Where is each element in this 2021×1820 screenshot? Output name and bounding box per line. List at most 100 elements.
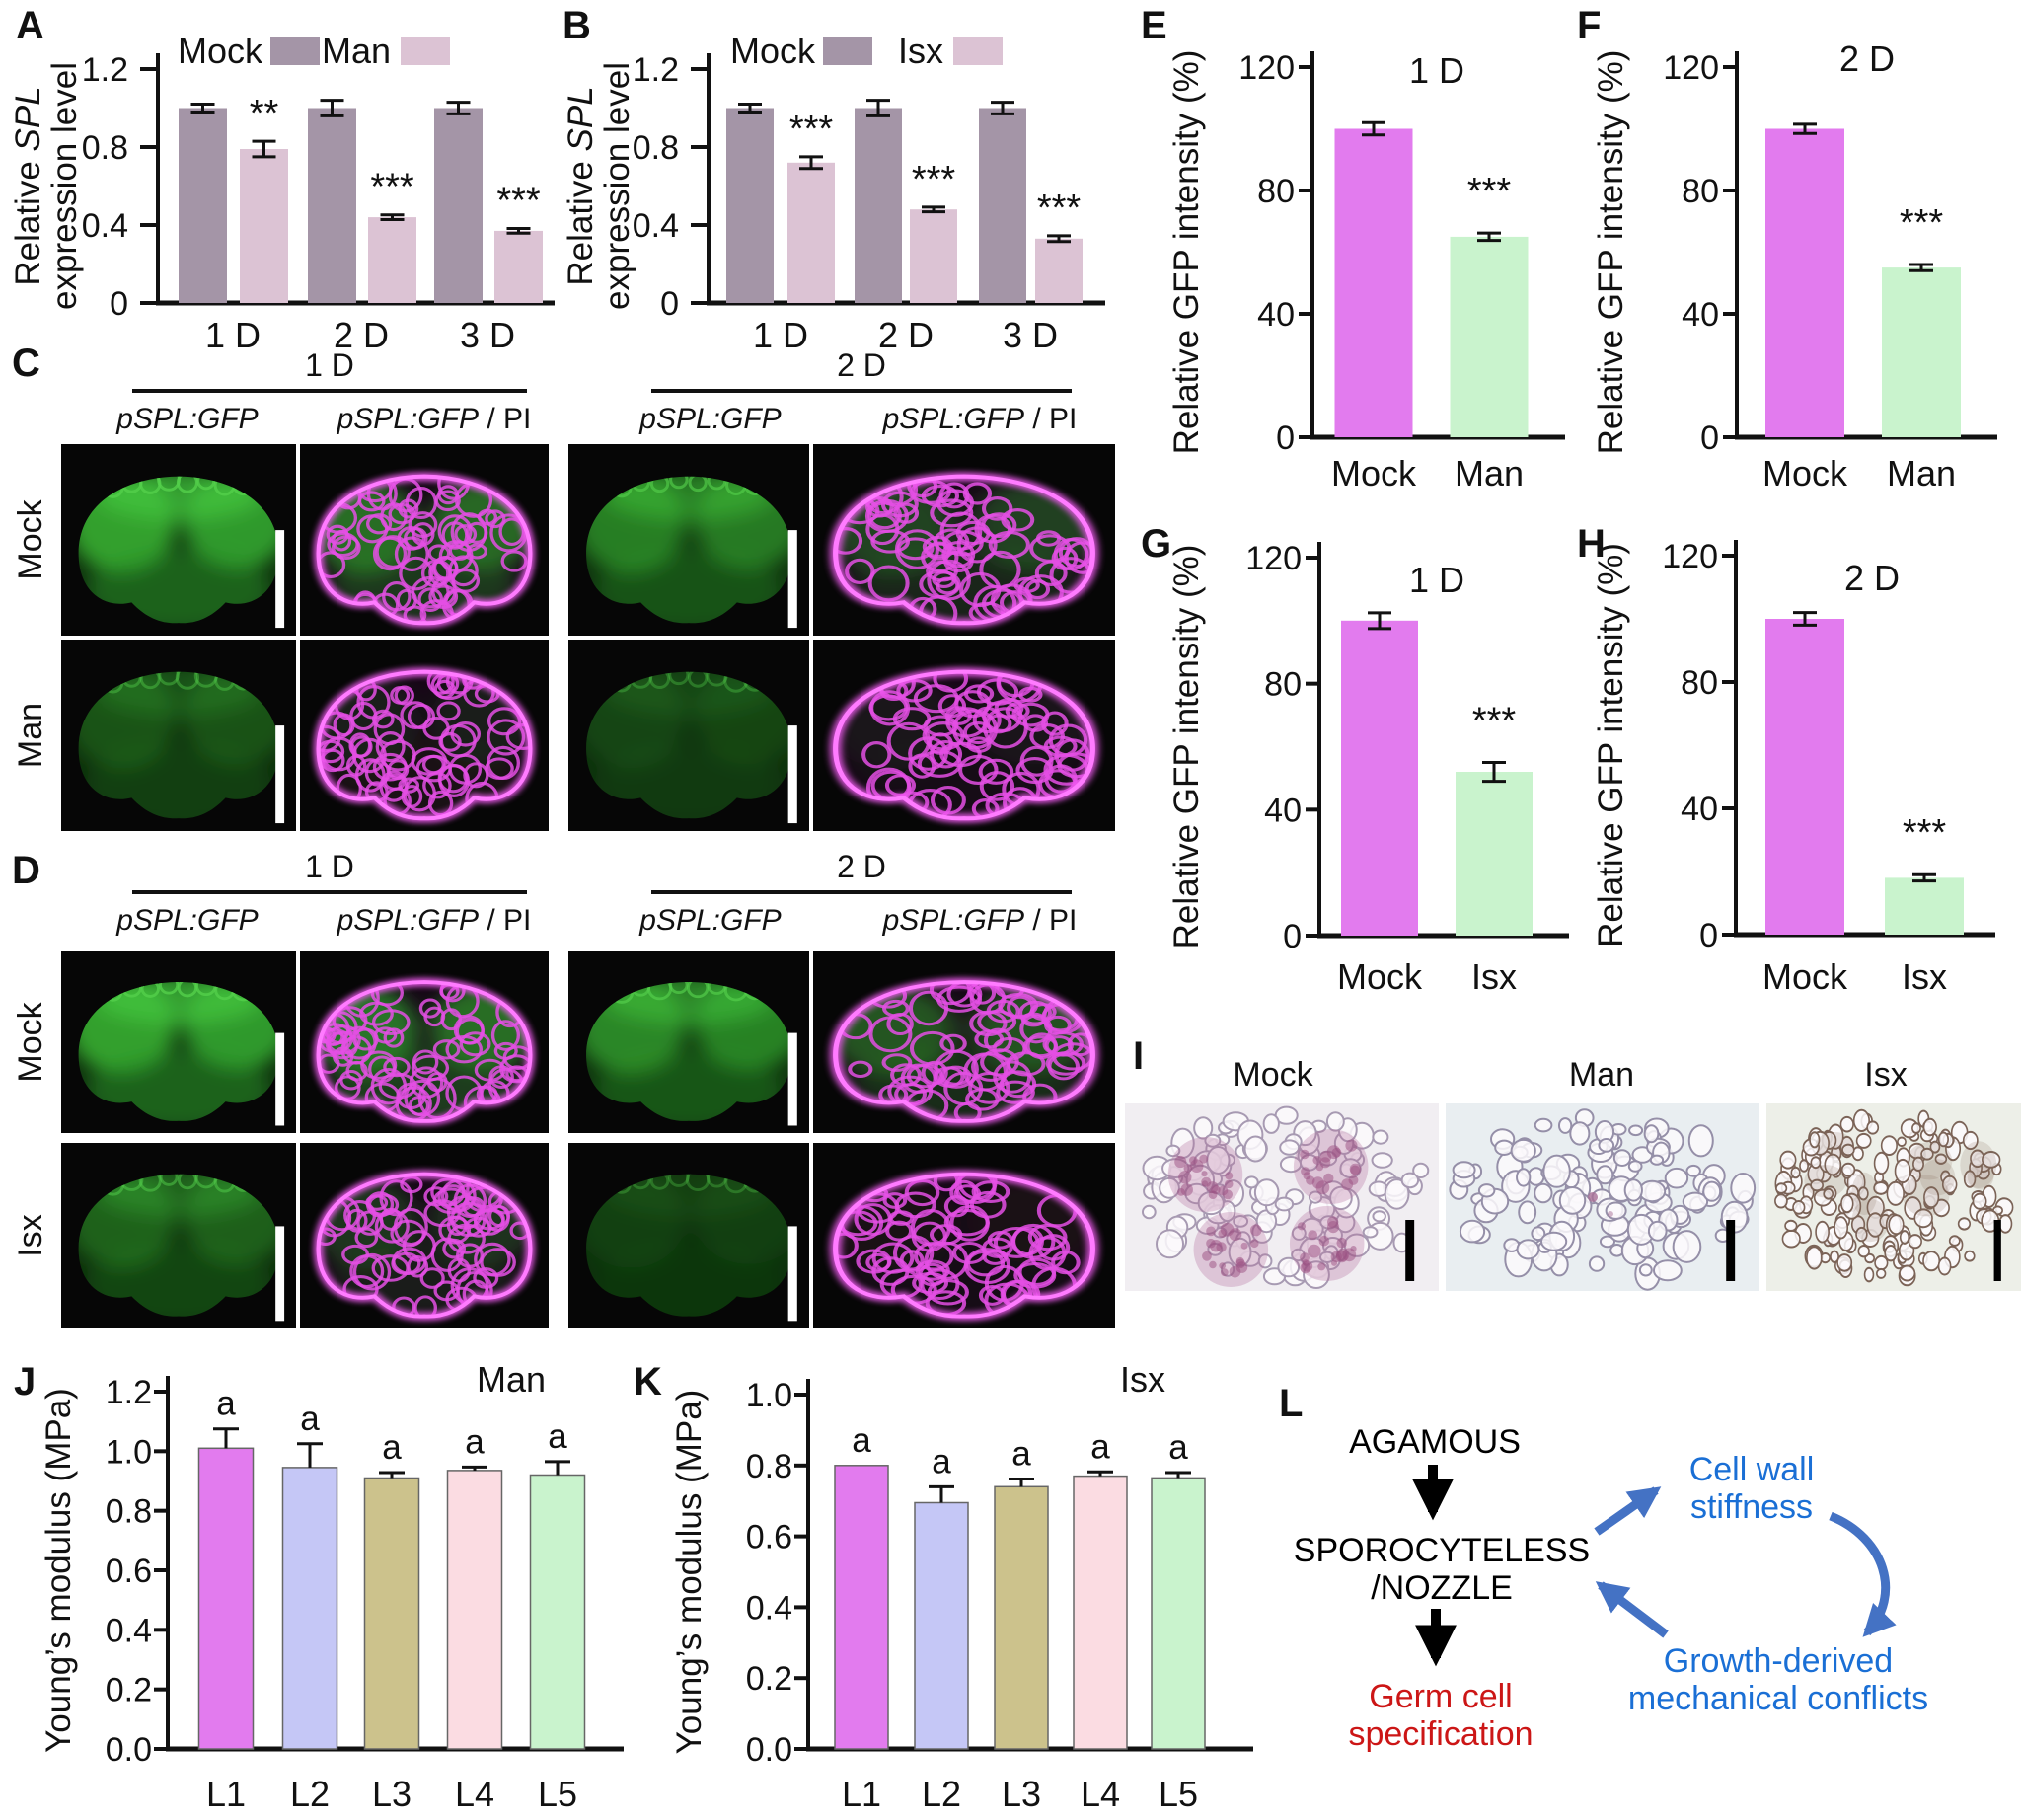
- svg-text:1.0: 1.0: [106, 1433, 152, 1471]
- svg-text:80: 80: [1257, 173, 1295, 210]
- panel-c-row-label-man: Man: [12, 702, 49, 769]
- svg-text:1 D: 1 D: [205, 315, 261, 355]
- svg-text:40: 40: [1681, 791, 1718, 828]
- svg-text:2 D: 2 D: [878, 315, 934, 355]
- panel-d-col-label-2: pSPL:GFP / PI: [337, 904, 532, 937]
- arrow-cellwall-to-growth: [1829, 1511, 1897, 1637]
- svg-text:0.2: 0.2: [746, 1660, 792, 1698]
- node-sporocyteless-nozzle: SPOROCYTELESS /NOZZLE: [1294, 1532, 1590, 1607]
- micrograph-d-row1-col4-merge: [813, 951, 1115, 1133]
- panel-label-g: G: [1141, 522, 1172, 566]
- svg-text:Mock: Mock: [1331, 453, 1417, 493]
- svg-text:expression level: expression level: [598, 62, 636, 310]
- svg-text:L3: L3: [1002, 1774, 1041, 1814]
- histology-mock: [1125, 1103, 1439, 1291]
- panel-i-col-label-isx: Isx: [1864, 1056, 1908, 1094]
- svg-text:120: 120: [1238, 49, 1295, 87]
- node-germ-line1: Germ cell: [1369, 1678, 1513, 1715]
- svg-text:Man: Man: [1887, 453, 1956, 493]
- svg-text:0.8: 0.8: [746, 1448, 792, 1485]
- svg-text:a: a: [852, 1421, 871, 1460]
- panel-label-i: I: [1133, 1034, 1145, 1078]
- chart-youngs-modulus-man: Man Young’s modulus (MPa) 0.0 0.2 0.4 0.6 0.8 1…: [0, 1359, 632, 1820]
- panel-d-header-1d: 1 D: [305, 849, 354, 884]
- arrow-growth-to-spl: [1595, 1581, 1669, 1638]
- svg-text:120: 120: [1663, 49, 1719, 87]
- svg-text:Relative GFP intensity (%): Relative GFP intensity (%): [1592, 50, 1630, 455]
- svg-text:1 D: 1 D: [753, 315, 808, 355]
- svg-text:a: a: [465, 1422, 485, 1461]
- svg-text:3 D: 3 D: [460, 315, 515, 355]
- svg-text:0.4: 0.4: [746, 1589, 792, 1627]
- svg-text:L1: L1: [206, 1774, 246, 1814]
- panel-label-h: H: [1577, 522, 1606, 566]
- node-spl-line2: /NOZZLE: [1371, 1569, 1513, 1607]
- svg-text:Mock: Mock: [1762, 453, 1848, 493]
- svg-text:0.4: 0.4: [82, 207, 128, 245]
- svg-text:80: 80: [1682, 173, 1719, 210]
- svg-text:**: **: [250, 93, 279, 134]
- svg-text:L4: L4: [455, 1774, 494, 1814]
- node-agamous: AGAMOUS: [1349, 1423, 1521, 1461]
- chart-gfp-intensity-man-1d: 1 D Relative GFP intensity (%) 0 40 80 120 ***…: [1135, 0, 1577, 505]
- arrow-spl-to-cellwall: [1594, 1486, 1662, 1536]
- svg-text:***: ***: [1900, 202, 1944, 244]
- micrograph-c-row2-col3-gfp: [568, 640, 809, 831]
- chart-gfp-intensity-isx-2d: 2 D Relative GFP intensity (%) 0 40 80 120 ***…: [1571, 523, 2017, 1031]
- node-cellwall-line2: stiffness: [1689, 1488, 1814, 1526]
- svg-text:0.0: 0.0: [746, 1731, 792, 1769]
- svg-text:2 D: 2 D: [334, 315, 389, 355]
- svg-text:Isx: Isx: [1902, 956, 1947, 997]
- panel-c-header-2d: 2 D: [837, 347, 886, 383]
- svg-text:Young’s modulus (MPa): Young’s modulus (MPa): [39, 1388, 78, 1753]
- svg-text:Isx: Isx: [1120, 1360, 1165, 1400]
- svg-text:80: 80: [1681, 664, 1718, 702]
- node-germ-cell-specification: Germ cell specification: [1348, 1678, 1533, 1753]
- panel-d-header-2d: 2 D: [837, 849, 886, 884]
- panel-d-col-label-1: pSPL:GFP: [116, 904, 259, 937]
- panel-c-col-label-3: pSPL:GFP: [639, 403, 782, 435]
- svg-text:a: a: [1168, 1428, 1188, 1467]
- chart-gfp-intensity-man-2d: 2 D Relative GFP intensity (%) 0 40 80 120 ***…: [1571, 0, 2017, 505]
- chart-gfp-intensity-isx-1d: 1 D Relative GFP intensity (%) 0 40 80 120 ***…: [1135, 523, 1581, 1031]
- panel-label-d: D: [12, 849, 40, 892]
- node-spl-line1: SPOROCYTELESS: [1293, 1532, 1591, 1569]
- svg-text:0: 0: [660, 285, 679, 323]
- divider: [132, 890, 527, 894]
- svg-text:0.0: 0.0: [106, 1731, 152, 1769]
- svg-text:0: 0: [1700, 419, 1719, 457]
- svg-text:L2: L2: [922, 1774, 961, 1814]
- panel-i: I Mock Man Isx: [1125, 1026, 2021, 1323]
- panel-d-row-label-mock: Mock: [12, 1002, 49, 1083]
- panel-label-k: K: [634, 1360, 662, 1403]
- micrograph-c-row2-col4-merge: [813, 640, 1115, 831]
- svg-text:L5: L5: [538, 1774, 577, 1814]
- svg-text:L2: L2: [290, 1774, 330, 1814]
- micrograph-c-row2-col2-merge: [300, 640, 549, 831]
- svg-text:***: ***: [1472, 700, 1517, 741]
- svg-text:Relative GFP intensity (%): Relative GFP intensity (%): [1592, 543, 1630, 948]
- panel-i-col-label-mock: Mock: [1233, 1056, 1313, 1094]
- histology-man: [1446, 1103, 1759, 1291]
- svg-text:0.4: 0.4: [633, 207, 679, 245]
- svg-text:Relative GFP intensity (%): Relative GFP intensity (%): [1167, 50, 1206, 455]
- node-growth-derived-conflicts: Growth-derived mechanical conflicts: [1628, 1642, 1928, 1717]
- svg-text:2 D: 2 D: [1839, 38, 1895, 79]
- panel-c: C 1 D 2 D pSPL:GFP pSPL:GFP / PI pSPL:GF…: [0, 336, 1135, 849]
- panel-d-row-label-isx: Isx: [12, 1214, 49, 1257]
- svg-text:***: ***: [1037, 188, 1082, 229]
- panel-label-b: B: [562, 4, 591, 47]
- svg-text:***: ***: [789, 109, 834, 150]
- svg-text:a: a: [300, 1400, 320, 1438]
- panel-label-c: C: [12, 341, 40, 385]
- micrograph-d-row2-col1-gfp: [61, 1143, 296, 1328]
- svg-text:Relative SPL: Relative SPL: [9, 86, 47, 285]
- micrograph-c-row1-col2-merge: [300, 444, 549, 636]
- svg-text:0: 0: [1283, 918, 1302, 955]
- svg-text:Isx: Isx: [898, 31, 943, 71]
- svg-text:Isx: Isx: [1471, 956, 1517, 997]
- panel-label-e: E: [1141, 4, 1167, 47]
- svg-text:80: 80: [1264, 666, 1302, 704]
- histology-isx: [1766, 1103, 2021, 1291]
